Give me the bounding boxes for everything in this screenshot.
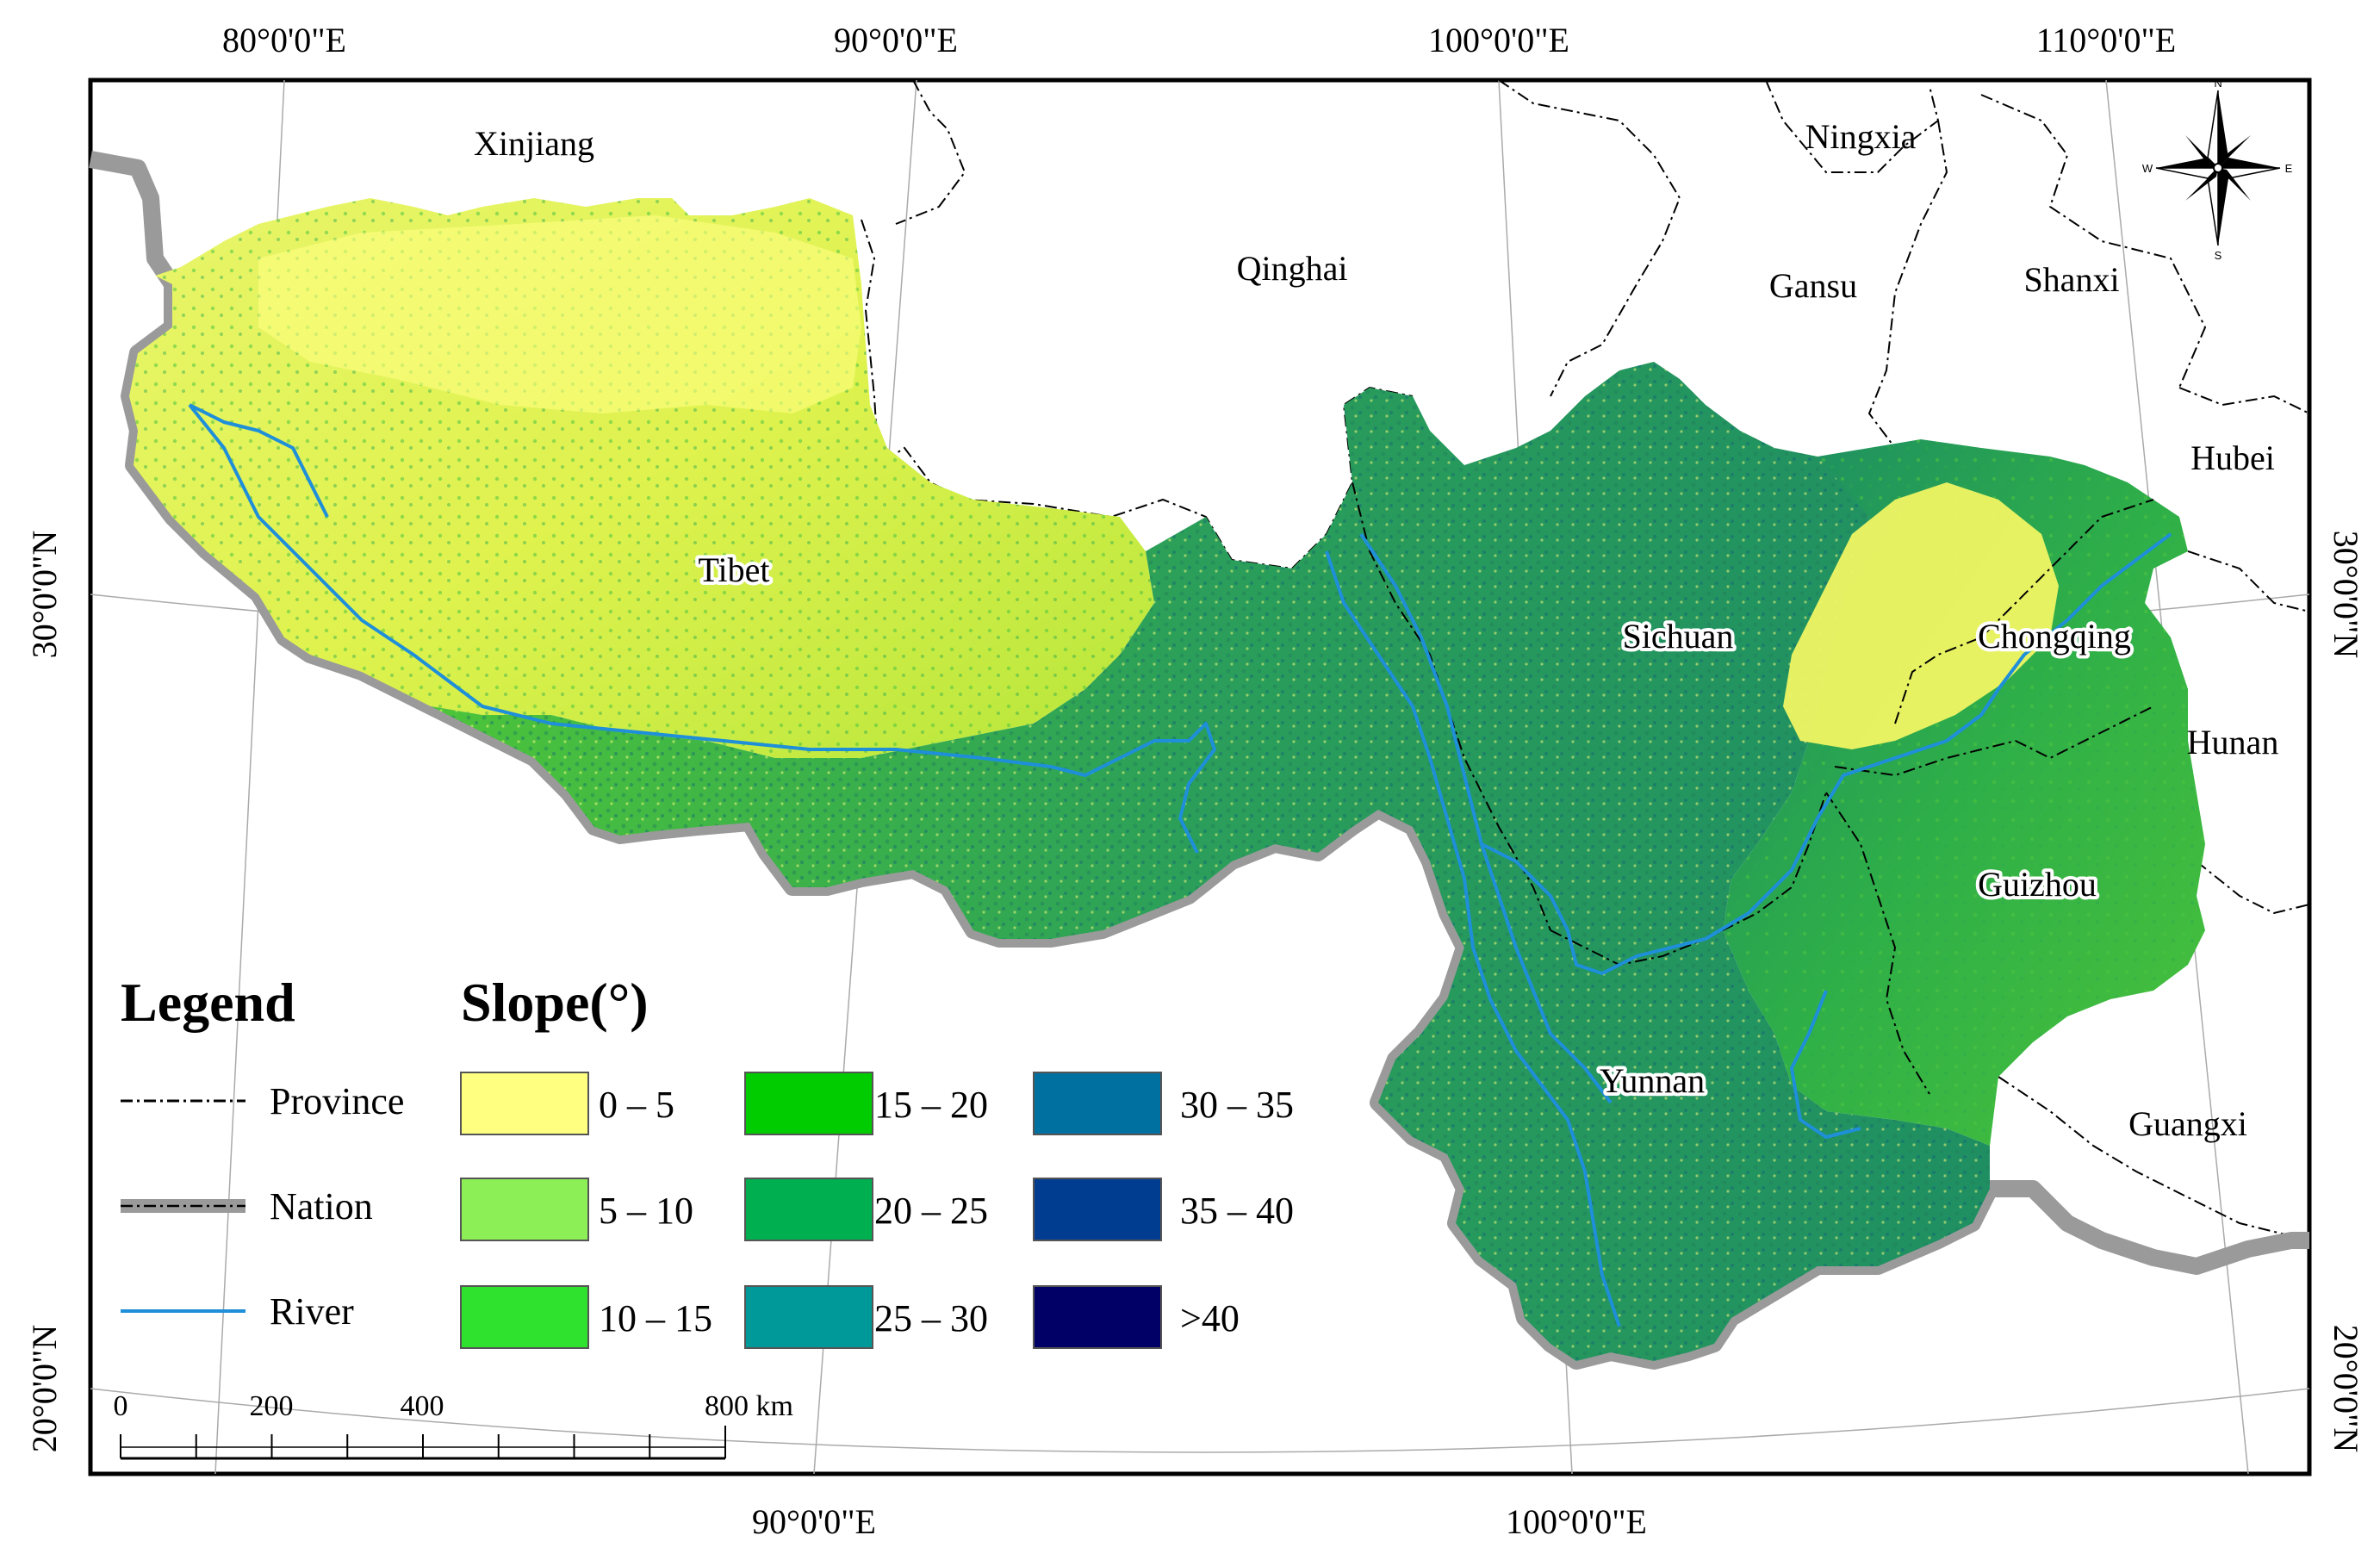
- province-boundary-chongqing: [1894, 499, 2154, 724]
- province-boundary-xinjiang: [895, 79, 966, 225]
- slope-label-5: 20 – 25: [874, 1190, 988, 1232]
- legend: Legend Slope(°) Province Nation River: [121, 972, 649, 1333]
- lat-label-right-20n: 20°0'0"N: [2327, 1325, 2365, 1452]
- province-boundary-hunan: [2187, 550, 2310, 612]
- province-boundaries: [861, 79, 2310, 1241]
- place-label-qinghai: Qinghai: [1237, 249, 1348, 288]
- compass-letter-s: S: [2215, 249, 2222, 262]
- scale-label-800-km: 800 km: [705, 1390, 793, 1422]
- place-label-shanxi: Shanxi: [2023, 260, 2119, 299]
- lon-label-top-90e: 90°0'0"E: [834, 21, 958, 59]
- province-boundary-guangxi: [1998, 1076, 2310, 1241]
- river-red-river: [1790, 990, 1861, 1139]
- slope-label-6: 25 – 30: [874, 1297, 988, 1339]
- lon-label-bottom-90e: 90°0'0"E: [752, 1502, 876, 1541]
- slope-label-7: 30 – 35: [1180, 1084, 1294, 1126]
- slope-swatch-4: [744, 1072, 873, 1135]
- place-label-chongqing: Chongqing: [1978, 617, 2131, 656]
- slope-swatch-9: [1033, 1285, 1162, 1349]
- slope-label-9: >40: [1180, 1297, 1240, 1339]
- place-label-hunan: Hunan: [2187, 723, 2279, 761]
- lat-label-right-30n: 30°0'0"N: [2327, 531, 2365, 658]
- place-label-guangxi: Guangxi: [2128, 1104, 2247, 1143]
- legend-province-label: Province: [270, 1080, 404, 1122]
- legend-river-label: River: [270, 1290, 354, 1333]
- slope-swatch-8: [1033, 1178, 1162, 1241]
- river-jinsha-yangtze: [1481, 532, 2172, 975]
- place-label-hubei: Hubei: [2190, 438, 2275, 477]
- lon-label-bottom-100e: 100°0'0"E: [1506, 1502, 1647, 1541]
- place-label-sichuan: Sichuan: [1623, 617, 1734, 656]
- slope-swatch-5: [744, 1178, 873, 1241]
- river-lancang-mekong: [1359, 532, 1613, 1104]
- river-yarlung-tsangpo: [188, 403, 1216, 854]
- place-label-tibet: Tibet: [698, 550, 769, 589]
- slope-swatch-6: [744, 1285, 873, 1349]
- slope-swatch-2: [460, 1178, 589, 1241]
- slope-flat-sichuan-basin: [1783, 482, 2059, 749]
- province-boundary-qinghai-tibet: [861, 219, 1414, 570]
- lon-label-top-80e: 80°0'0"E: [222, 21, 346, 59]
- river-nu-salween: [1325, 550, 1621, 1327]
- north-arrow-icon: N S W E: [2142, 77, 2293, 262]
- slope-texture-south: [431, 362, 1990, 1361]
- slope-label-1: 0 – 5: [599, 1084, 674, 1126]
- slope-legend-title: Slope(°): [461, 972, 649, 1033]
- slope-swatch-3: [460, 1285, 589, 1349]
- lon-label-top-100e: 100°0'0"E: [1428, 21, 1569, 59]
- lon-label-top-110e: 110°0'0"E: [2036, 21, 2176, 59]
- legend-title: Legend: [121, 972, 295, 1033]
- slope-label-8: 35 – 40: [1180, 1190, 1294, 1232]
- scale-label-400: 400: [401, 1390, 444, 1422]
- slope-label-2: 5 – 10: [599, 1190, 693, 1232]
- river-west-branch: [189, 403, 329, 518]
- lat-label-left-30n: 30°0'0"N: [25, 531, 64, 658]
- province-boundary-shanxi: [1867, 120, 1948, 449]
- scale-label-0: 0: [114, 1390, 128, 1422]
- compass-letter-w: W: [2142, 162, 2153, 175]
- compass-letter-n: N: [2214, 77, 2222, 90]
- legend-nation-label: Nation: [270, 1185, 373, 1227]
- lat-label-left-20n: 20°0'0"N: [25, 1325, 64, 1452]
- province-boundary-hunan-south: [2196, 861, 2310, 915]
- slope-flat-tibet-north: [258, 215, 861, 413]
- slope-label-4: 15 – 20: [874, 1084, 988, 1126]
- province-boundary-hubei: [2178, 387, 2310, 414]
- rivers: [188, 403, 2172, 1327]
- graticule-line-20n: [90, 1388, 2310, 1453]
- slope-swatch-7: [1033, 1072, 1162, 1135]
- place-label-gansu: Gansu: [1769, 266, 1857, 305]
- province-boundary-gansu: [1498, 79, 1681, 397]
- slope-label-3: 10 – 15: [599, 1297, 712, 1339]
- province-boundary-shanxi-east: [1980, 94, 2207, 388]
- province-boundary-guizhou-yunnan: [1825, 792, 1930, 1095]
- place-label-ningxia: Ningxia: [1805, 117, 1917, 156]
- slope-legend-swatches: 0 – 5 5 – 10 10 – 15 15 – 20 20 – 25 25 – 30 3…: [460, 1072, 1294, 1349]
- slope-swatch-1: [460, 1072, 589, 1135]
- scale-bar: [120, 1426, 726, 1460]
- place-label-xinjiang: Xinjiang: [474, 124, 594, 163]
- scale-label-200: 200: [250, 1390, 294, 1422]
- compass-letter-e: E: [2285, 162, 2293, 175]
- province-boundary-chongqing-south: [1834, 705, 2154, 777]
- place-label-guizhou: Guizhou: [1978, 865, 2097, 904]
- place-label-yunnan: Yunnan: [1600, 1061, 1705, 1100]
